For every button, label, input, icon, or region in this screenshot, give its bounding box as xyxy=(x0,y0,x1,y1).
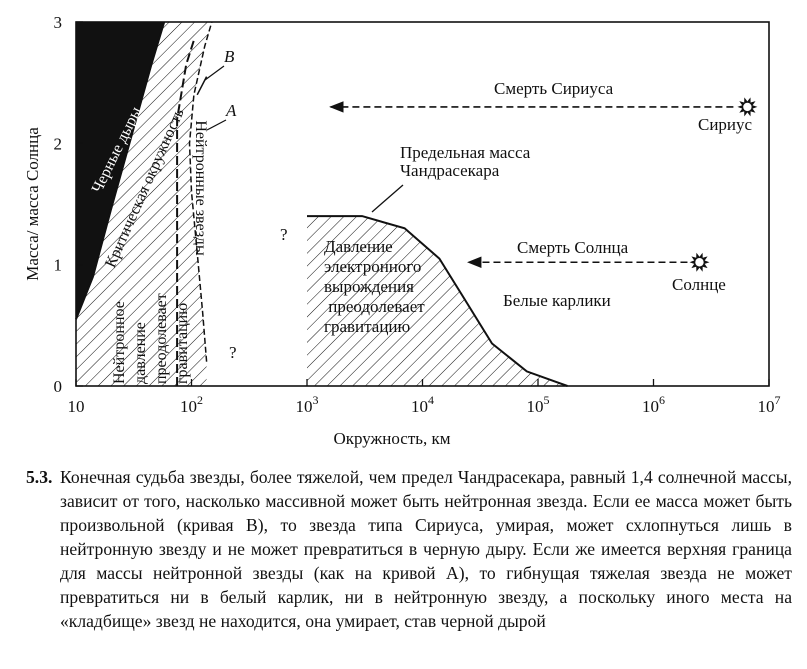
question-mark-2: ? xyxy=(229,343,237,362)
sun-label: Солнце xyxy=(672,275,726,294)
figure-caption: 5.3. Конечная судьба звезды, более тяжел… xyxy=(26,465,792,633)
electron-degeneracy-label: Давление электронного вырождения преодолев… xyxy=(324,237,425,336)
x-tick-label: 105 xyxy=(527,393,550,416)
y-tick-label: 0 xyxy=(54,377,63,396)
y-axis-label: Масса/ масса Солнца xyxy=(23,127,42,281)
sun-star-icon xyxy=(689,252,710,272)
curve-a-leader xyxy=(206,119,227,131)
caption-number: 5.3. xyxy=(26,467,53,487)
y-tick-label: 2 xyxy=(54,134,63,153)
x-tick-label: 103 xyxy=(296,393,319,416)
white-dwarf-region xyxy=(307,216,568,386)
y-tick-label: 3 xyxy=(54,13,63,32)
x-axis-label: Окружность, км xyxy=(333,429,450,448)
y-tick-label: 1 xyxy=(54,256,63,275)
chandrasekhar-leader xyxy=(371,184,404,213)
curve-a-label: A xyxy=(225,101,237,120)
axis-ticks: 10 102 103 104 105 106 107 0 1 2 3 xyxy=(54,13,781,416)
sun-death-label: Смерть Солнца xyxy=(517,238,629,257)
x-tick-label: 104 xyxy=(411,393,434,416)
chandrasekhar-label-2: Чандрасекара xyxy=(400,161,500,180)
neutron-pressure-label: Нейтронное давление преодолевает гравитацию xyxy=(111,293,191,384)
x-tick-label: 107 xyxy=(758,393,781,416)
curve-b-leader xyxy=(204,65,225,81)
sirius-death-label: Смерть Сириуса xyxy=(494,79,614,98)
white-dwarfs-label: Белые карлики xyxy=(503,291,611,310)
question-mark-1: ? xyxy=(280,225,288,244)
neutron-stars-label: Нейтронные звезды xyxy=(192,120,209,256)
neutron-star-edge-curve xyxy=(188,21,213,362)
x-tick-label: 102 xyxy=(180,393,203,416)
sirius-star-icon xyxy=(737,97,758,117)
sirius-label: Сириус xyxy=(698,115,753,134)
x-tick-label: 106 xyxy=(642,393,665,416)
chandrasekhar-label-1: Предельная масса xyxy=(400,143,531,162)
caption-text: Конечная судьба звезды, более тяжелой, ч… xyxy=(60,467,792,631)
x-tick-label: 10 xyxy=(68,397,85,416)
critical-circumference-curve xyxy=(75,21,166,320)
curve-b xyxy=(176,39,195,386)
curve-b-label: B xyxy=(224,47,235,66)
white-dwarf-curve xyxy=(307,215,568,387)
